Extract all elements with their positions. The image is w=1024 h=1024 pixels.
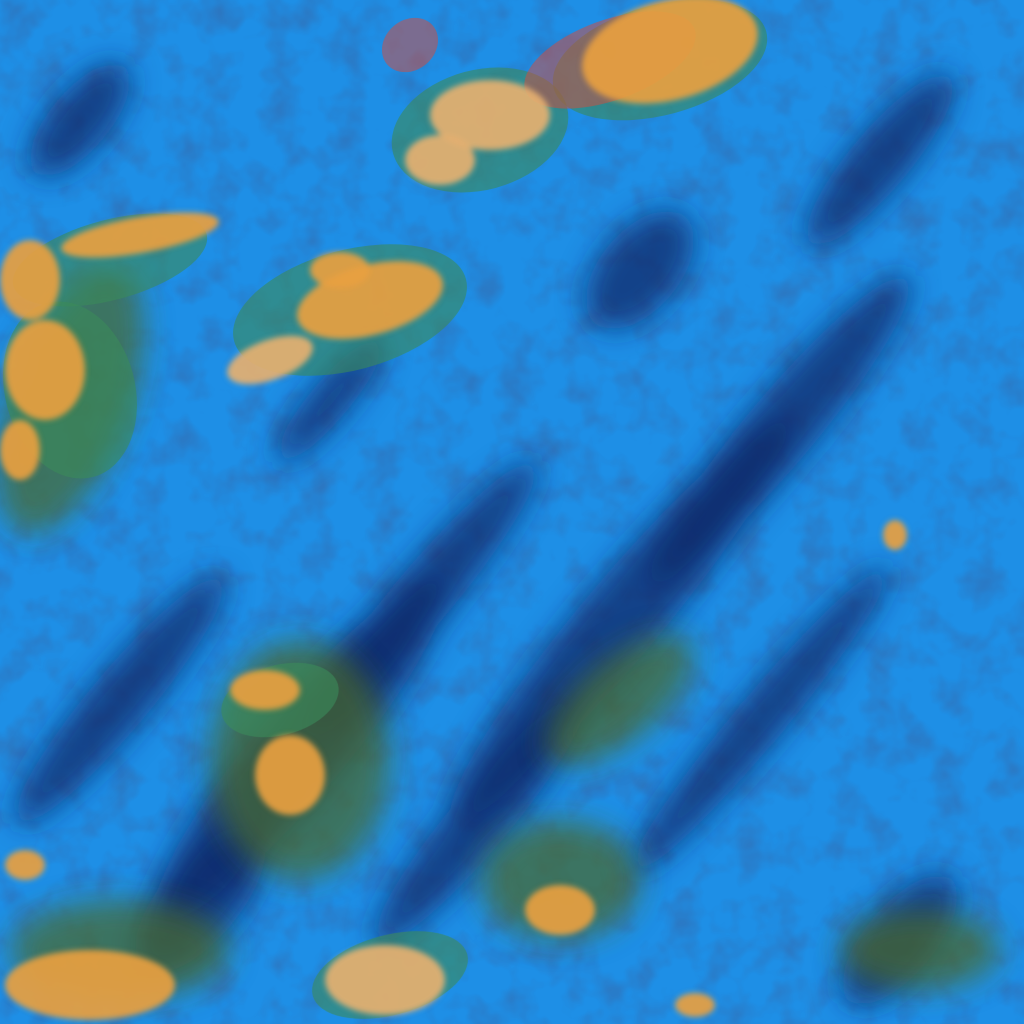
orange-cloud	[525, 885, 595, 935]
orange-cloud	[255, 735, 325, 815]
orange-cloud	[883, 520, 907, 550]
orange-cloud	[227, 335, 313, 385]
orange-cloud	[230, 670, 300, 710]
orange-cloud	[310, 252, 370, 288]
dark-streak	[805, 73, 955, 247]
orange-cloud	[5, 320, 85, 420]
orange-cloud	[675, 993, 715, 1017]
cloud-rim	[381, 17, 439, 73]
orange-cloud	[5, 850, 45, 880]
orange-cloud	[61, 212, 219, 258]
green-mass	[840, 910, 1000, 990]
dark-streak	[29, 63, 131, 177]
orange-clouds	[0, 0, 907, 1020]
orange-cloud	[0, 420, 40, 480]
orange-cloud	[0, 240, 60, 320]
green-mass	[546, 634, 694, 766]
green-mass	[480, 820, 640, 940]
orange-cloud	[325, 945, 445, 1015]
dark-streak	[585, 210, 695, 330]
orange-cloud	[430, 80, 550, 150]
dark-streak	[450, 419, 790, 821]
dark-streak	[374, 695, 586, 945]
dark-streak	[630, 565, 890, 875]
orange-cloud	[405, 135, 475, 185]
orange-cloud	[5, 950, 175, 1020]
dark-streak	[14, 575, 226, 825]
orange-cloud	[582, 0, 758, 104]
